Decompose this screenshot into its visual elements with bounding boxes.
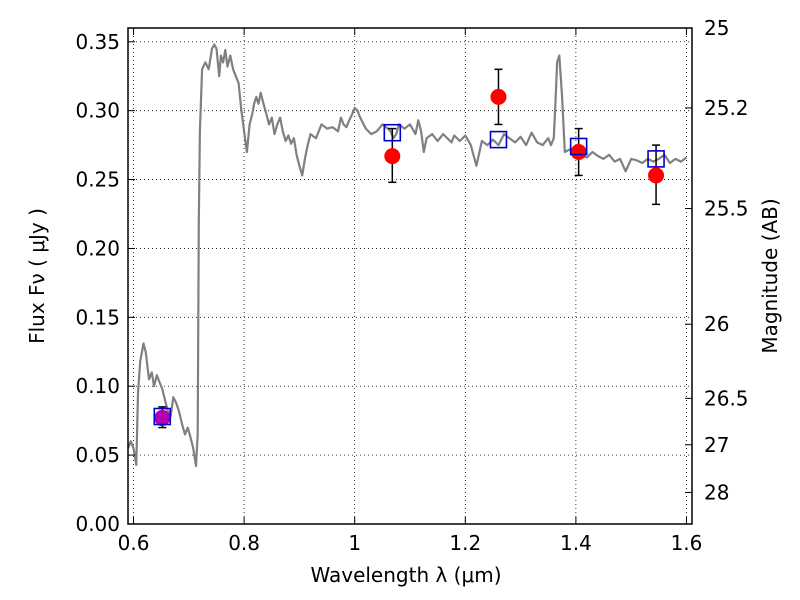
x-axis-label: Wavelength λ (μm) bbox=[310, 563, 501, 587]
y-tick-label: 0.00 bbox=[75, 512, 120, 536]
observed-point bbox=[384, 148, 401, 165]
highlight-point bbox=[154, 409, 171, 426]
right-tick-label: 25.5 bbox=[704, 196, 749, 220]
y-tick-label: 0.20 bbox=[75, 236, 120, 260]
model-photometry-square bbox=[569, 137, 588, 156]
model-photometry-square bbox=[647, 150, 665, 168]
plot-frame bbox=[127, 27, 693, 525]
y-tick-label: 0.15 bbox=[75, 305, 120, 329]
right-tick-label: 27 bbox=[704, 433, 729, 457]
y-tick-label: 0.10 bbox=[75, 374, 120, 398]
model-spectrum bbox=[126, 43, 688, 468]
x-tick-label: 1.2 bbox=[449, 531, 481, 555]
model-photometry-points bbox=[153, 123, 665, 426]
observed-point bbox=[490, 88, 507, 105]
y-tick-label: 0.35 bbox=[75, 30, 120, 54]
x-tick-label: 0.8 bbox=[228, 531, 260, 555]
spectrum-line bbox=[126, 43, 688, 468]
x-tick-label: 0.6 bbox=[118, 531, 150, 555]
right-tick-label: 28 bbox=[704, 480, 729, 504]
x-tick-labels: 0.6 0.8 1 1.2 1.4 1.6 bbox=[118, 531, 703, 555]
observed-point bbox=[570, 144, 587, 160]
data-points bbox=[154, 88, 665, 426]
x-tick-label: 1 bbox=[348, 531, 361, 555]
x-tick-label: 1.6 bbox=[671, 531, 703, 555]
y-axis-label: Flux Fν ( μJy ) bbox=[25, 208, 49, 344]
model-photometry-square bbox=[383, 123, 402, 142]
model-photometry-square bbox=[153, 407, 172, 426]
y-tick-label: 0.30 bbox=[75, 99, 120, 123]
right-tick-labels: 25 25.2 25.5 26 26.5 27 28 bbox=[704, 16, 749, 504]
grid-lines bbox=[128, 28, 692, 524]
right-tick-label: 25.2 bbox=[704, 96, 749, 120]
x-tick-label: 1.4 bbox=[560, 531, 592, 555]
right-axis-label: Magnitude (AB) bbox=[758, 198, 782, 353]
right-tick-label: 25 bbox=[704, 16, 729, 40]
y-tick-label: 0.25 bbox=[75, 168, 120, 192]
right-tick-label: 26.5 bbox=[704, 386, 749, 410]
model-photometry-square bbox=[489, 130, 508, 149]
axis-ticks bbox=[128, 27, 692, 525]
y-tick-labels: 0.00 0.05 0.10 0.15 0.20 0.25 0.30 0.35 bbox=[75, 30, 120, 536]
y-tick-label: 0.05 bbox=[75, 443, 120, 467]
right-tick-label: 26 bbox=[704, 312, 729, 336]
observed-point bbox=[648, 167, 665, 184]
